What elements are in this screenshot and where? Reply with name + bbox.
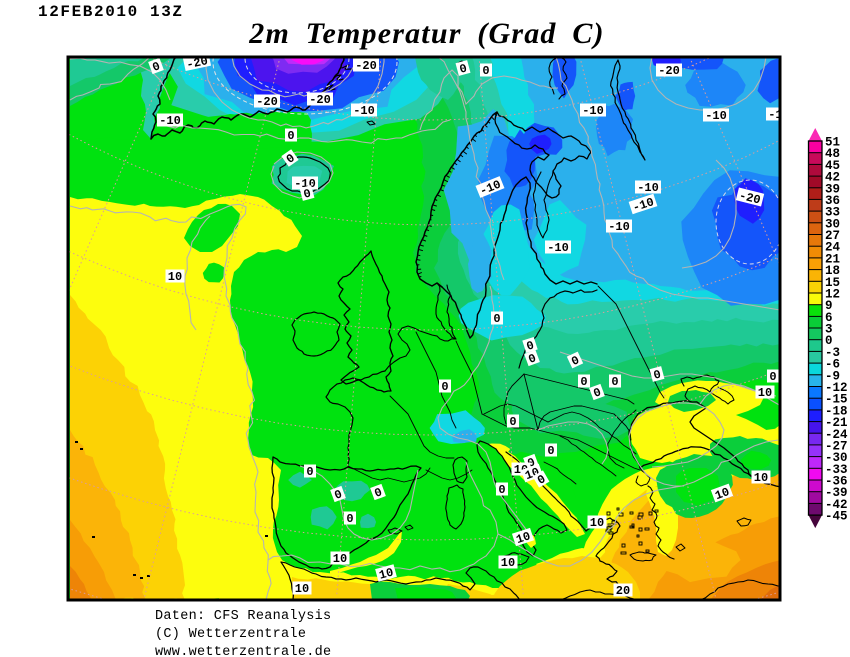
svg-text:-10: -10 (582, 104, 604, 118)
svg-text:-39: -39 (825, 486, 848, 500)
svg-text:-10: -10 (705, 109, 727, 123)
svg-text:42: 42 (825, 171, 840, 185)
svg-text:10: 10 (295, 582, 309, 596)
svg-text:-10: -10 (637, 181, 659, 195)
svg-text:48: 48 (825, 147, 840, 161)
svg-text:0: 0 (306, 465, 313, 479)
svg-text:12FEB2010 13Z: 12FEB2010 13Z (38, 3, 184, 21)
svg-text:0: 0 (526, 455, 538, 471)
svg-text:10: 10 (501, 556, 515, 570)
svg-text:0: 0 (825, 334, 833, 348)
svg-text:Daten: CFS Reanalysis: Daten: CFS Reanalysis (155, 609, 331, 624)
svg-text:0: 0 (458, 61, 469, 76)
svg-text:-21: -21 (825, 416, 848, 430)
svg-text:27: 27 (825, 229, 840, 243)
svg-text:-36: -36 (825, 475, 848, 489)
svg-text:-18: -18 (825, 404, 848, 418)
svg-text:0: 0 (302, 186, 313, 201)
svg-text:10: 10 (754, 471, 768, 485)
svg-text:0: 0 (592, 385, 604, 401)
svg-text:-24: -24 (825, 428, 848, 442)
svg-text:10: 10 (378, 566, 396, 583)
svg-text:0: 0 (611, 375, 618, 389)
svg-text:-6: -6 (825, 358, 840, 372)
svg-text:15: 15 (825, 276, 840, 290)
svg-text:10: 10 (514, 529, 532, 547)
svg-text:-12: -12 (825, 381, 848, 395)
svg-text:0: 0 (346, 512, 353, 526)
svg-text:-10: -10 (353, 104, 375, 118)
svg-text:10: 10 (333, 552, 347, 566)
svg-text:-3: -3 (825, 346, 840, 360)
svg-text:3: 3 (825, 323, 833, 337)
svg-text:-20: -20 (309, 93, 331, 107)
svg-text:0: 0 (769, 370, 776, 384)
svg-text:-42: -42 (825, 498, 848, 512)
svg-text:0: 0 (482, 64, 489, 78)
svg-text:36: 36 (825, 194, 840, 208)
svg-text:30: 30 (825, 217, 840, 231)
svg-text:-20: -20 (256, 95, 278, 109)
svg-text:6: 6 (825, 311, 833, 325)
svg-text:www.wetterzentrale.de: www.wetterzentrale.de (155, 645, 331, 657)
svg-text:0: 0 (333, 487, 345, 503)
svg-text:-9: -9 (825, 369, 840, 383)
svg-text:10: 10 (758, 386, 772, 400)
svg-text:39: 39 (825, 182, 840, 196)
svg-text:0: 0 (441, 380, 448, 394)
svg-text:33: 33 (825, 206, 840, 220)
svg-text:51: 51 (825, 136, 840, 150)
svg-text:-15: -15 (825, 393, 848, 407)
svg-text:0: 0 (287, 129, 294, 143)
svg-text:-30: -30 (825, 451, 848, 465)
svg-text:0: 0 (547, 444, 554, 458)
svg-text:-20: -20 (355, 59, 377, 73)
svg-text:24: 24 (825, 241, 841, 255)
svg-text:-27: -27 (825, 439, 848, 453)
svg-text:0: 0 (373, 485, 385, 501)
svg-text:9: 9 (825, 299, 833, 313)
svg-text:2m Temperatur (Grad C): 2m Temperatur (Grad C) (248, 17, 604, 50)
svg-text:10: 10 (168, 270, 182, 284)
svg-text:0: 0 (652, 367, 663, 382)
svg-text:0: 0 (580, 375, 587, 389)
svg-text:21: 21 (825, 252, 840, 266)
svg-text:-20: -20 (658, 64, 680, 78)
svg-text:0: 0 (151, 59, 163, 75)
svg-text:-20: -20 (185, 54, 209, 72)
svg-text:0: 0 (527, 351, 539, 367)
svg-text:(C) Wetterzentrale: (C) Wetterzentrale (155, 627, 306, 642)
svg-text:12: 12 (825, 288, 840, 302)
svg-text:10: 10 (590, 516, 604, 530)
svg-text:45: 45 (825, 159, 840, 173)
svg-text:-10: -10 (159, 114, 181, 128)
svg-text:0: 0 (498, 483, 505, 497)
svg-text:-33: -33 (825, 463, 848, 477)
svg-text:-10: -10 (608, 220, 630, 234)
svg-text:-10: -10 (547, 241, 569, 255)
svg-text:0: 0 (509, 415, 516, 429)
svg-text:10: 10 (713, 485, 731, 503)
svg-text:-20: -20 (738, 189, 762, 208)
svg-text:-10: -10 (631, 195, 656, 215)
svg-text:20: 20 (616, 584, 630, 598)
svg-text:-10: -10 (768, 108, 790, 122)
svg-text:0: 0 (525, 338, 536, 354)
svg-text:0: 0 (493, 312, 500, 326)
svg-text:18: 18 (825, 264, 840, 278)
svg-text:-45: -45 (825, 510, 848, 524)
